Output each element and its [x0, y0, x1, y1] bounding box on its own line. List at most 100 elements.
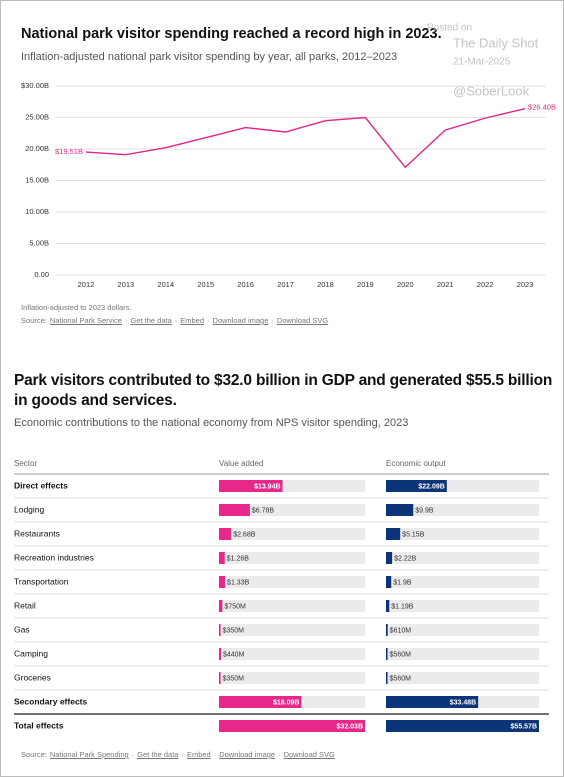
value-label: $1.33B — [227, 579, 250, 586]
value-label: $350M — [223, 675, 245, 682]
source-link[interactable]: Download SVG — [276, 316, 329, 325]
source-label: Source: — [21, 750, 47, 759]
bar — [386, 696, 479, 708]
y-tick-label: 10.00B — [25, 207, 49, 216]
x-tick-label: 2015 — [197, 280, 214, 289]
column-header: Sector — [14, 459, 37, 468]
row-label: Secondary effects — [14, 696, 87, 706]
bar — [219, 624, 221, 636]
y-tick-label: 25.00B — [25, 112, 49, 121]
bar-track — [219, 624, 365, 636]
y-tick-label: 15.00B — [25, 175, 49, 184]
bar — [386, 648, 388, 660]
bar — [219, 552, 225, 564]
bar-track — [219, 552, 365, 564]
bar — [219, 504, 250, 516]
row-label: Transportation — [14, 576, 69, 586]
value-label: $55.57B — [511, 723, 537, 730]
bar — [386, 480, 447, 492]
source-link[interactable]: Download image — [212, 316, 269, 325]
x-tick-label: 2017 — [277, 280, 294, 289]
source-link[interactable]: Embed — [186, 750, 211, 759]
chart-subtitle: Inflation-adjusted national park visitor… — [21, 51, 397, 63]
bar — [386, 552, 393, 564]
chart-title: National park visitor spending reached a… — [21, 26, 442, 42]
value-label: $1.9B — [393, 579, 412, 586]
bar-track — [386, 672, 539, 684]
watermark: Posted on — [427, 23, 472, 34]
separator: · — [213, 750, 217, 759]
chart-note: Inflation-adjusted to 2023 dollars. — [21, 303, 132, 312]
row-label: Gas — [14, 624, 30, 634]
x-tick-label: 2013 — [118, 280, 135, 289]
table-title: Park visitors contributed to $32.0 billi… — [14, 372, 553, 409]
bar — [386, 576, 392, 588]
bar — [386, 672, 388, 684]
value-label: $440M — [223, 651, 245, 658]
row-label: Camping — [14, 648, 48, 658]
bar-track — [386, 648, 539, 660]
bar-track — [219, 600, 365, 612]
x-tick-label: 2020 — [397, 280, 414, 289]
value-label: $1.26B — [227, 555, 250, 562]
bar — [219, 648, 222, 660]
watermark: 21-Mar-2025 — [453, 57, 511, 68]
source-link[interactable]: National Park Spending — [49, 750, 129, 759]
value-label: $350M — [223, 627, 245, 634]
bar — [219, 528, 232, 540]
x-tick-label: 2019 — [357, 280, 374, 289]
row-label: Recreation industries — [14, 552, 94, 562]
value-label: $18.09B — [273, 699, 299, 706]
value-label: $750M — [224, 603, 246, 610]
separator: · — [207, 316, 210, 325]
bar-track — [386, 576, 539, 588]
x-tick-label: 2016 — [237, 280, 254, 289]
watermark: @SoberLook — [453, 83, 530, 98]
source-link[interactable]: Download image — [219, 750, 276, 759]
row-label: Total effects — [14, 720, 64, 730]
source-link[interactable]: National Park Service — [49, 316, 122, 325]
separator: · — [181, 750, 184, 759]
separator: · — [131, 750, 135, 759]
bar — [219, 720, 365, 732]
separator: · — [124, 316, 128, 325]
value-label: $19.51B — [55, 147, 83, 156]
bar-track — [386, 600, 539, 612]
separator: · — [174, 316, 178, 325]
value-label: $22.09B — [418, 483, 444, 490]
value-label: $2.68B — [233, 531, 256, 538]
bar — [219, 672, 221, 684]
y-tick-label: 20.00B — [25, 144, 49, 153]
x-tick-label: 2012 — [78, 280, 95, 289]
row-label: Retail — [14, 600, 36, 610]
value-label: $9.9B — [415, 507, 434, 514]
row-label: Restaurants — [14, 528, 60, 538]
separator: · — [271, 316, 274, 325]
bar-track — [386, 528, 539, 540]
y-tick-label: 5.00B — [29, 238, 49, 247]
bar — [386, 600, 390, 612]
source-link[interactable]: Embed — [180, 316, 205, 325]
bar-track — [219, 528, 365, 540]
value-label: $2.22B — [394, 555, 417, 562]
value-label: $560M — [390, 675, 412, 682]
source-link[interactable]: Get the data — [137, 750, 179, 759]
x-tick-label: 2021 — [437, 280, 454, 289]
table-subtitle: Economic contributions to the national e… — [14, 417, 408, 429]
bar — [219, 600, 223, 612]
source-link[interactable]: Download SVG — [283, 750, 335, 759]
bar — [386, 720, 539, 732]
bar-track — [219, 672, 365, 684]
value-label: $1.19B — [391, 603, 414, 610]
value-label: $5.15B — [402, 531, 425, 538]
x-tick-label: 2022 — [477, 280, 494, 289]
row-label: Lodging — [14, 504, 45, 514]
source-link[interactable]: Get the data — [130, 316, 172, 325]
bar — [219, 576, 226, 588]
value-label: $610M — [390, 627, 412, 634]
bar-track — [386, 624, 539, 636]
bar — [219, 696, 302, 708]
value-label: $33.48B — [450, 699, 476, 706]
